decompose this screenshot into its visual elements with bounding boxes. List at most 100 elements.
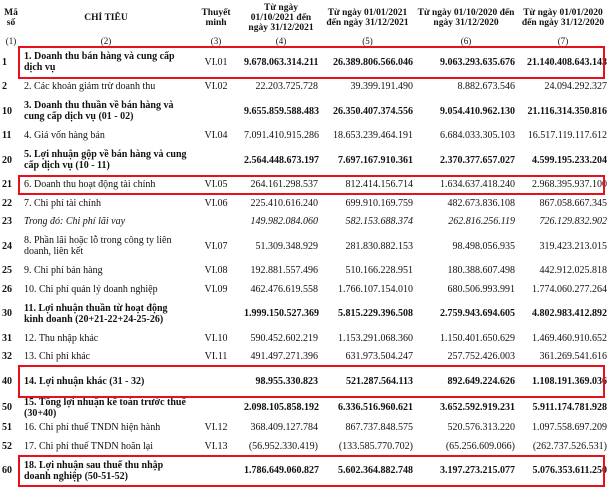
row-value: 680.506.993.991 [447, 283, 516, 295]
row-code: 25 [2, 265, 12, 277]
table-row: 32 13. Chi phí khác VI.11 491.497.271.396 63… [0, 348, 609, 367]
column-header: Thuyết minh [201, 7, 231, 28]
row-code: 1 [2, 56, 7, 68]
row-note: VI.11 [204, 351, 228, 363]
table-row: 40 14. Lợi nhuận khác (31 - 32) 98.955.330… [0, 366, 609, 397]
row-item: 17. Chi phí thuế TNDN hoãn lại [24, 440, 153, 452]
row-value: 491.497.271.396 [250, 351, 319, 363]
row-value: 26.350.407.374.556 [333, 105, 413, 117]
row-value: (56.952.330.419) [248, 440, 318, 452]
row-code: 11 [2, 130, 12, 142]
row-value: 6.336.516.960.621 [338, 402, 413, 413]
row-value: 5.815.229.396.508 [338, 308, 413, 320]
row-item: 1. Doanh thu bán hàng và cung cấp dịch v… [24, 51, 175, 74]
row-value: 699.910.169.759 [345, 197, 414, 209]
row-value: 8.882.673.546 [457, 81, 516, 93]
row-note [190, 299, 242, 330]
row-value: 520.576.313.220 [447, 422, 516, 434]
column-number: (1) [5, 36, 17, 46]
row-note [190, 96, 242, 127]
row-value: 1.469.460.910.652 [532, 332, 607, 344]
row-note: VI.06 [204, 197, 228, 209]
row-value: 5.911.174.781.928 [532, 402, 607, 413]
row-value: 2.370.377.657.027 [440, 154, 515, 166]
column-number: (7) [557, 36, 569, 46]
table-row: 25 9. Chi phí bán hàng VI.08 192.881.557.49… [0, 262, 609, 281]
row-code: 32 [2, 351, 12, 363]
row-value: 98.955.330.823 [255, 375, 319, 387]
row-value: (65.256.609.066) [445, 440, 515, 452]
row-note: VI.04 [204, 130, 228, 142]
row-value: 361.269.541.616 [539, 351, 608, 363]
row-note: VI.10 [204, 332, 228, 344]
table-row: 22 7. Chi phí tài chính VI.06 225.410.616.2… [0, 194, 609, 213]
row-value: 24.094.292.327 [544, 81, 608, 93]
column-number: (2) [100, 36, 112, 46]
row-code: 10 [2, 105, 12, 117]
row-value: 2.098.105.858.192 [244, 402, 319, 413]
row-note: VI.05 [204, 179, 228, 191]
row-value: 631.973.504.247 [345, 351, 414, 363]
column-number: (4) [275, 36, 287, 46]
row-value: 7.697.167.910.361 [338, 154, 413, 166]
row-value: 262.816.256.119 [448, 216, 515, 228]
row-value: 1.786.649.060.827 [244, 465, 319, 477]
row-value: (262.737.526.531) [532, 440, 607, 452]
row-value: 5.076.353.611.250 [532, 465, 607, 477]
column-header: Mã số [4, 7, 18, 28]
row-item: 5. Lợi nhuận gộp về bán hàng và cung cấp… [24, 149, 187, 172]
row-value: 892.649.224.626 [447, 375, 516, 387]
column-number: (6) [460, 36, 472, 46]
row-value: 264.161.298.537 [250, 179, 319, 191]
row-item: 10. Chi phí quản lý doanh nghiệp [24, 283, 158, 295]
row-value: 98.498.056.935 [452, 240, 516, 252]
row-value: 192.881.557.496 [250, 265, 319, 277]
table-row: 20 5. Lợi nhuận gộp về bán hàng và cung c… [0, 145, 609, 176]
row-value: 3.197.273.215.077 [440, 465, 515, 477]
row-note: VI.09 [204, 283, 228, 295]
row-value: 225.410.616.240 [250, 197, 319, 209]
row-item: 13. Chi phí khác [24, 351, 91, 363]
table-row: 1 1. Doanh thu bán hàng và cung cấp dịch … [0, 47, 609, 78]
row-value: 26.389.806.566.046 [333, 56, 413, 68]
row-value: 582.153.688.374 [345, 216, 414, 228]
row-value: 9.678.063.314.211 [244, 56, 319, 68]
table-row: 2 2. Các khoản giảm trừ doanh thu VI.02 22.… [0, 78, 609, 97]
table-row: 51 16. Chi phí thuế TNDN hiện hành VI.12 36… [0, 419, 609, 438]
row-value: 590.452.602.219 [250, 332, 319, 344]
row-value: 867.737.848.575 [345, 422, 414, 434]
row-code: 40 [2, 375, 12, 387]
row-value: 1.634.637.418.240 [440, 179, 515, 191]
row-value: 482.673.836.108 [447, 197, 516, 209]
row-item: 15. Tổng lợi nhuận kế toán trước thuế (3… [24, 396, 186, 419]
row-value: 1.774.060.277.264 [532, 283, 607, 295]
row-item: 7. Chi phí tài chính [24, 197, 101, 209]
column-header: Từ ngày 01/10/2021 đến ngày 31/12/2021 [248, 2, 314, 33]
row-item: 6. Doanh thu hoạt động tài chính [24, 179, 156, 191]
row-value: 180.388.607.498 [447, 265, 516, 277]
row-value: 3.652.592.919.231 [440, 402, 515, 413]
table-row: 10 3. Doanh thu thuần về bán hàng và cung… [0, 96, 609, 127]
table-body: 1 1. Doanh thu bán hàng và cung cấp dịch … [0, 47, 609, 486]
row-value: 319.423.213.015 [539, 240, 608, 252]
row-value: 462.476.619.558 [250, 283, 319, 295]
row-value: 442.912.025.818 [539, 265, 608, 277]
row-value: (133.585.770.702) [338, 440, 413, 452]
column-header: Từ ngày 01/10/2020 đến ngày 31/12/2020 [417, 7, 515, 28]
row-code: 22 [2, 197, 12, 209]
row-item: 11. Lợi nhuận thuần từ hoạt động kinh do… [24, 302, 168, 325]
row-code: 24 [2, 240, 12, 252]
row-value: 1.108.191.369.036 [532, 375, 607, 387]
table-row: 11 4. Giá vốn hàng bán VI.04 7.091.410.915.… [0, 127, 609, 146]
row-code: 52 [2, 440, 12, 452]
row-value: 7.091.410.915.286 [244, 130, 319, 142]
row-item: 18. Lợi nhuận sau thuế thu nhập doanh ng… [24, 459, 164, 482]
row-value: 5.602.364.882.748 [338, 465, 413, 477]
row-value: 6.684.033.305.103 [440, 130, 515, 142]
table-header: Mã số CHỈ TIÊU Thuyết minh Từ ngày 01/10/20… [0, 0, 609, 47]
row-value: 257.752.426.003 [447, 351, 516, 363]
row-value: 812.414.156.714 [345, 179, 414, 191]
row-value: 1.097.558.697.209 [532, 422, 607, 434]
row-code: 51 [2, 422, 12, 434]
row-value: 21.140.408.643.143 [527, 56, 607, 68]
